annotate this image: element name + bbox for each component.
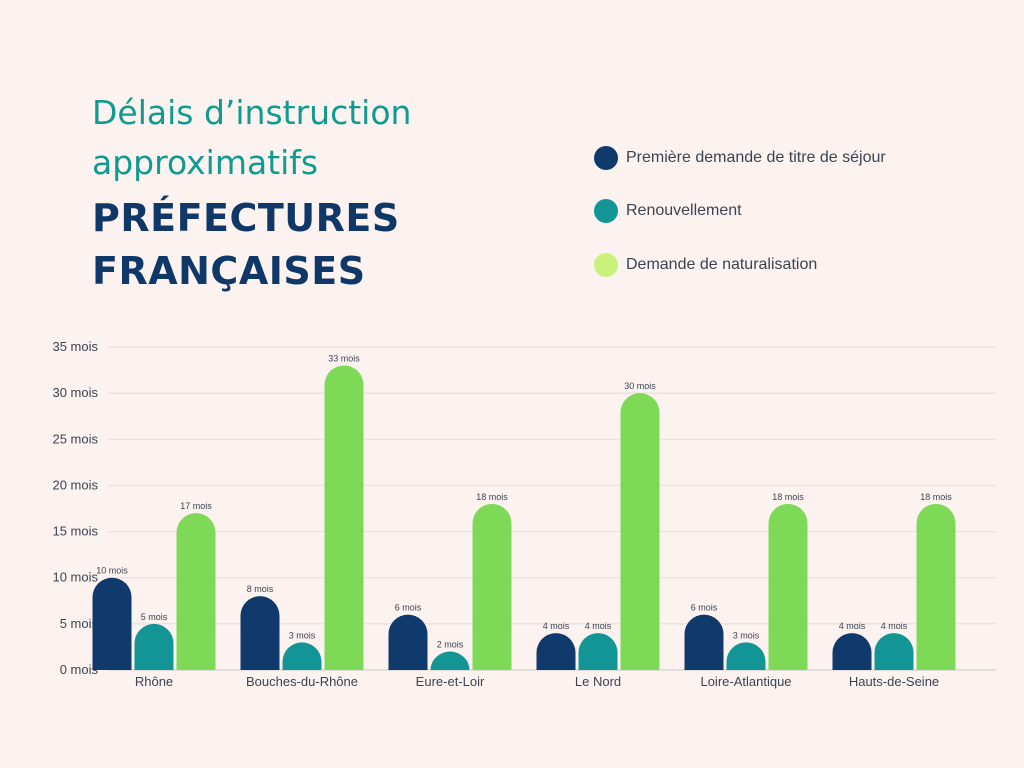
legend-label-premiere-demande: Première demande de titre de séjour [626,149,886,166]
bar [620,393,660,670]
data-label: 6 mois [395,603,422,613]
chart-subtitle: Délais d’instruction approximatifs [92,93,412,182]
bar [92,577,132,670]
data-label: 2 mois [437,640,464,650]
data-label: 10 mois [96,566,128,576]
y-tick-label: 25 mois [52,431,98,446]
y-tick-label: 35 mois [52,339,98,354]
y-tick-label: 5 mois [60,616,99,631]
x-tick-label: Loire-Atlantique [700,674,791,689]
data-label: 33 mois [328,353,360,363]
legend-label-naturalisation: Demande de naturalisation [626,256,818,273]
y-tick-label: 30 mois [52,385,98,400]
x-tick-label: Le Nord [575,674,621,689]
data-label: 3 mois [733,630,760,640]
bar [536,633,576,670]
data-label: 8 mois [247,584,274,594]
legend-swatch-naturalisation [594,253,618,277]
bar [874,633,914,670]
data-label: 30 mois [624,381,656,391]
data-label: 4 mois [881,621,908,631]
bar [916,503,956,670]
chart-title: PRÉFECTURES FRANÇAISES [92,196,400,293]
x-tick-label: Hauts-de-Seine [849,674,939,689]
bar [240,596,280,670]
bar [282,642,322,670]
x-tick-label: Bouches-du-Rhône [246,674,358,689]
data-label: 4 mois [543,621,570,631]
bar [176,513,216,670]
bar [684,614,724,670]
x-tick-label: Eure-et-Loir [416,674,485,689]
data-label: 3 mois [289,630,316,640]
y-tick-label: 10 mois [52,570,98,585]
bar [134,623,174,670]
data-label: 4 mois [839,621,866,631]
legend-item-naturalisation: Demande de naturalisation [594,253,817,277]
bar [726,642,766,670]
bar [832,633,872,670]
data-label: 17 mois [180,501,212,511]
data-label: 5 mois [141,612,168,622]
legend-item-premiere-demande: Première demande de titre de séjour [594,146,886,170]
bar [324,365,364,670]
bar [388,614,428,670]
legend-label-renouvellement: Renouvellement [626,202,742,219]
y-tick-label: 15 mois [52,524,98,539]
bar [472,503,512,670]
y-tick-label: 20 mois [52,477,98,492]
y-tick-label: 0 mois [60,662,99,677]
bar [768,503,808,670]
legend-item-renouvellement: Renouvellement [594,199,742,223]
data-label: 18 mois [920,492,952,502]
data-label: 18 mois [476,492,508,502]
legend-swatch-renouvellement [594,199,618,223]
legend-swatch-premiere-demande [594,146,618,170]
bar [430,651,470,670]
bar [578,633,618,670]
x-tick-label: Rhône [135,674,173,689]
data-label: 18 mois [772,492,804,502]
data-label: 4 mois [585,621,612,631]
data-label: 6 mois [691,603,718,613]
